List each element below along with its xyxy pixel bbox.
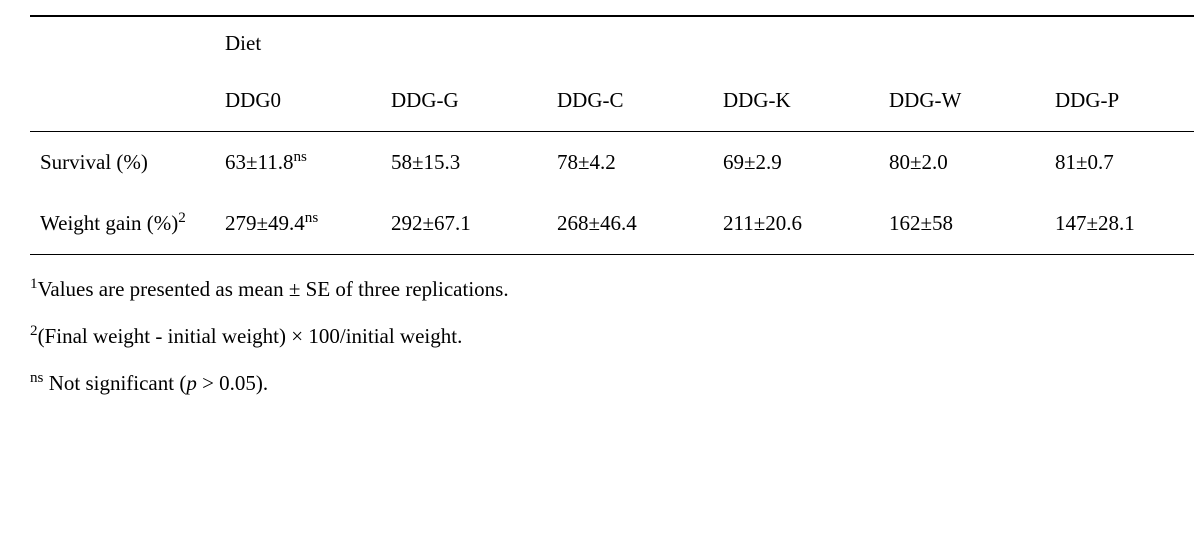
cell: 81±0.7 [1055,132,1194,194]
footnote-2-sup: 2 [30,323,38,339]
cell: 279±49.4ns [225,193,391,255]
cell-val: 63±11.8 [225,150,294,174]
cell-val: 147±28.1 [1055,211,1135,235]
cell: 147±28.1 [1055,193,1194,255]
col-ddg-k: DDG-K [723,70,889,132]
footnotes: 1Values are presented as mean ± SE of th… [30,277,1164,396]
col-ddg-g: DDG-G [391,70,557,132]
data-table: Diet DDG0 DDG-G DDG-C DDG-K DDG-W DDG-P … [30,15,1164,255]
cell: 268±46.4 [557,193,723,255]
cell: 80±2.0 [889,132,1055,194]
table-row: Survival (%) 63±11.8ns 58±15.3 78±4.2 69… [30,132,1194,194]
columns-empty-cell [30,70,225,132]
cell: 211±20.6 [723,193,889,255]
cell: 78±4.2 [557,132,723,194]
cell: 58±15.3 [391,132,557,194]
col-ddg0: DDG0 [225,70,391,132]
cell-val: 279±49.4 [225,211,305,235]
footnote-2-text: (Final weight - initial weight) × 100/in… [38,324,463,348]
row-label-survival: Survival (%) [30,132,225,194]
col-ddg-p: DDG-P [1055,70,1194,132]
footnote-3-pre: Not significant ( [43,371,186,395]
cell-val: 81±0.7 [1055,150,1114,174]
row-label-text: Survival (%) [40,150,148,174]
cell-sup: ns [294,149,307,165]
cell: 63±11.8ns [225,132,391,194]
row-label-sup: 2 [178,210,186,226]
row-label-weight-gain: Weight gain (%)2 [30,193,225,255]
cell-val: 292±67.1 [391,211,471,235]
cell-val: 211±20.6 [723,211,802,235]
cell: 69±2.9 [723,132,889,194]
footnote-1-sup: 1 [30,276,38,292]
cell-val: 69±2.9 [723,150,782,174]
footnote-2: 2(Final weight - initial weight) × 100/i… [30,324,1164,349]
footnote-3-pvar: p [186,371,197,395]
cell: 162±58 [889,193,1055,255]
cell-val: 80±2.0 [889,150,948,174]
row-label-text: Weight gain (%) [40,211,178,235]
cell-val: 78±4.2 [557,150,616,174]
cell: 292±67.1 [391,193,557,255]
col-ddg-w: DDG-W [889,70,1055,132]
footnote-1: 1Values are presented as mean ± SE of th… [30,277,1164,302]
footnote-3-sup: ns [30,370,43,386]
footnote-1-text: Values are presented as mean ± SE of thr… [38,277,509,301]
cell-val: 162±58 [889,211,953,235]
diet-header-label: Diet [225,16,1194,70]
table: Diet DDG0 DDG-G DDG-C DDG-K DDG-W DDG-P … [30,15,1194,255]
cell-val: 58±15.3 [391,150,460,174]
cell-sup: ns [305,210,318,226]
footnote-3-post: > 0.05). [197,371,268,395]
footnote-3: ns Not significant (p > 0.05). [30,371,1164,396]
header-empty-cell [30,16,225,70]
table-row: Weight gain (%)2 279±49.4ns 292±67.1 268… [30,193,1194,255]
table-header-row: Diet [30,16,1194,70]
table-columns-row: DDG0 DDG-G DDG-C DDG-K DDG-W DDG-P [30,70,1194,132]
col-ddg-c: DDG-C [557,70,723,132]
cell-val: 268±46.4 [557,211,637,235]
